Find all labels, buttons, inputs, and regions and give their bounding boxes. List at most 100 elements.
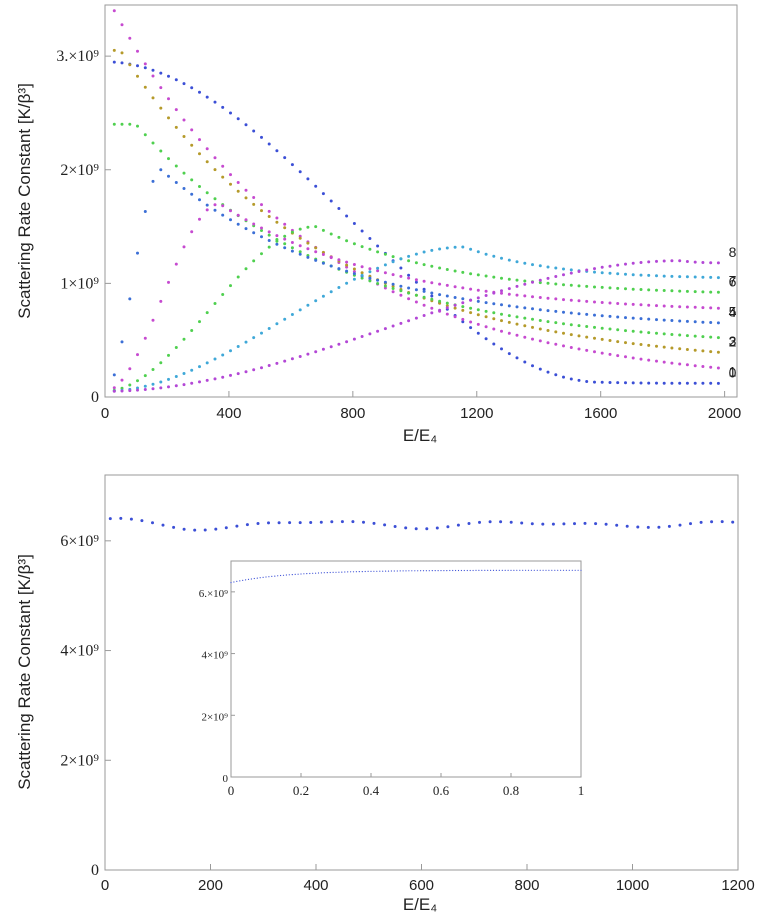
series-3-point bbox=[616, 328, 620, 332]
inset-series-point bbox=[352, 571, 355, 573]
series-8-point bbox=[213, 377, 217, 381]
total-series-point bbox=[699, 520, 703, 524]
series-5-point bbox=[476, 288, 480, 292]
series-6-point bbox=[298, 227, 302, 231]
series-6-point bbox=[600, 285, 604, 289]
series-6-point bbox=[221, 293, 225, 296]
series-0-point bbox=[352, 222, 356, 225]
series-7-point bbox=[538, 264, 542, 268]
series-1-point bbox=[670, 361, 674, 365]
series-6-point bbox=[438, 266, 442, 270]
series-2-point bbox=[678, 347, 682, 351]
bottom-y-tick-label-3: 6×10⁹ bbox=[60, 533, 99, 550]
series-7-point bbox=[391, 260, 395, 264]
inset-x-tick-label-4: 0.8 bbox=[503, 783, 519, 798]
inset-series-point bbox=[542, 569, 544, 571]
series-0-point bbox=[716, 381, 720, 385]
total-series-point bbox=[235, 524, 239, 528]
series-3-point bbox=[662, 332, 666, 336]
inset-series-point bbox=[533, 569, 535, 571]
series-label-5: 5 bbox=[729, 303, 737, 319]
series-0-point bbox=[616, 381, 620, 385]
series-label-4: 4 bbox=[729, 304, 737, 320]
series-4-point bbox=[515, 305, 519, 309]
series-4-point bbox=[430, 291, 434, 295]
series-8-point bbox=[484, 294, 488, 297]
series-0-point bbox=[252, 129, 256, 133]
total-series-point bbox=[604, 522, 608, 526]
series-4-point bbox=[701, 320, 705, 324]
series-1-point bbox=[608, 352, 612, 356]
inset-series-point bbox=[562, 569, 565, 571]
inset-series-point bbox=[536, 569, 538, 571]
series-4-point bbox=[298, 252, 302, 256]
series-0-point bbox=[306, 177, 310, 181]
series-4-point bbox=[523, 306, 527, 310]
inset-series-point bbox=[539, 569, 541, 571]
series-3-point bbox=[647, 331, 651, 335]
inset-series-point bbox=[495, 569, 497, 572]
series-3-point bbox=[631, 329, 635, 333]
series-2-point bbox=[655, 344, 658, 348]
series-1-point bbox=[662, 360, 666, 364]
series-4-point bbox=[624, 316, 627, 320]
series-0-point bbox=[213, 100, 217, 104]
series-8-point bbox=[136, 388, 139, 392]
series-1-point bbox=[430, 306, 434, 310]
series-7-point bbox=[422, 250, 426, 254]
bottom-data-points bbox=[108, 516, 735, 532]
inset-series-point bbox=[580, 569, 582, 571]
series-8-point bbox=[531, 280, 534, 284]
series-2-point bbox=[267, 215, 271, 218]
series-0-point bbox=[546, 370, 550, 374]
series-3-point bbox=[554, 321, 558, 325]
series-0-point bbox=[198, 90, 201, 94]
top-data-points bbox=[112, 9, 720, 393]
series-0-point bbox=[159, 71, 163, 75]
series-4-point bbox=[136, 251, 139, 255]
inset-series-point bbox=[440, 570, 442, 572]
inset-series-point bbox=[560, 569, 562, 571]
inset-series-point bbox=[259, 577, 261, 579]
series-3-points bbox=[112, 122, 720, 340]
series-0-point bbox=[685, 381, 689, 385]
inset-series-point bbox=[297, 573, 299, 575]
top-x-tick-label-5: 2000 bbox=[708, 405, 741, 422]
series-5-point bbox=[236, 213, 240, 217]
series-4-point bbox=[639, 317, 643, 321]
series-1-point bbox=[507, 331, 511, 335]
series-4-point bbox=[554, 309, 558, 313]
series-6-point bbox=[267, 245, 271, 249]
series-1-point bbox=[577, 347, 581, 351]
series-0-point bbox=[298, 170, 302, 174]
inset-series-point bbox=[527, 569, 530, 571]
series-8-point bbox=[360, 335, 364, 338]
inset-axis-ticks: 0 0.2 0.4 0.6 0.8 1 0 2×10⁹ 4×10⁹ 6.×10⁹ bbox=[199, 588, 585, 798]
series-5-point bbox=[515, 293, 519, 297]
series-0-point bbox=[515, 356, 519, 360]
series-5-point bbox=[562, 298, 565, 302]
series-5-point bbox=[190, 230, 194, 234]
series-6-point bbox=[337, 235, 341, 239]
top-x-tick-label-1: 400 bbox=[216, 405, 241, 422]
total-series-point bbox=[720, 520, 724, 524]
inset-series-point bbox=[428, 570, 430, 572]
inset-series-point bbox=[408, 570, 410, 572]
series-6-point bbox=[275, 239, 279, 243]
total-series-point bbox=[667, 524, 671, 528]
series-5-point bbox=[298, 244, 302, 248]
series-3-point bbox=[492, 311, 496, 315]
series-6-point bbox=[562, 283, 565, 287]
series-8-point bbox=[445, 306, 449, 310]
total-series-point bbox=[446, 525, 450, 529]
series-1-point bbox=[275, 216, 279, 220]
inset-series-point bbox=[501, 569, 503, 572]
total-series-point bbox=[488, 520, 492, 524]
series-4-point bbox=[593, 313, 596, 317]
inset-series-point bbox=[577, 569, 579, 571]
series-5-point bbox=[554, 297, 558, 301]
series-2-point bbox=[167, 116, 170, 120]
series-3-point bbox=[399, 289, 403, 293]
series-6-point bbox=[461, 270, 465, 274]
